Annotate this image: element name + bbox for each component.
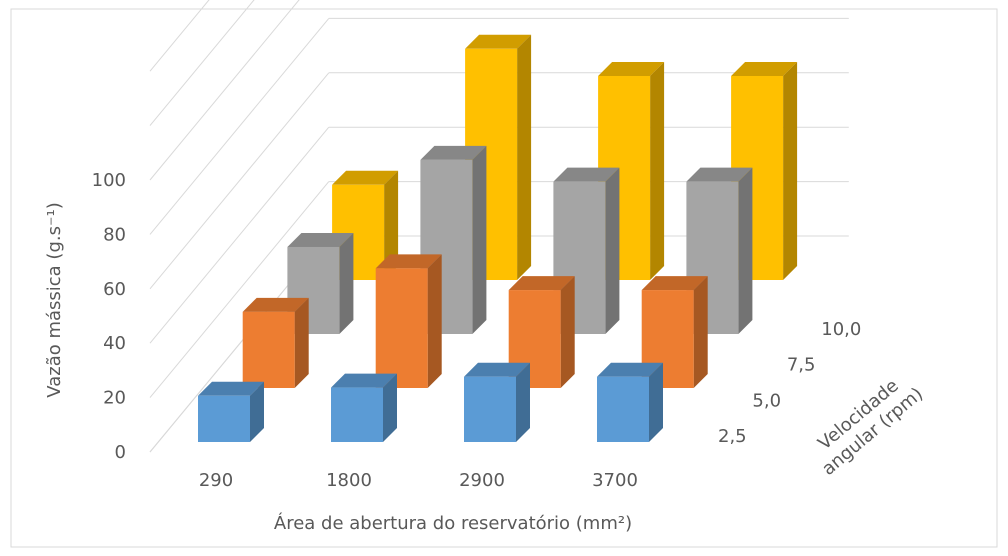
y-tick-label: 100 bbox=[92, 170, 126, 191]
bar-top-face bbox=[375, 254, 442, 269]
bar-side-face bbox=[693, 276, 708, 388]
bar-front-face bbox=[331, 387, 383, 442]
y-tick-label: 20 bbox=[103, 388, 126, 409]
side-gridline bbox=[149, 0, 255, 126]
bar bbox=[464, 362, 530, 442]
bar-top-face bbox=[287, 232, 354, 247]
bar bbox=[465, 34, 532, 280]
bar-top-face bbox=[420, 145, 487, 160]
bar-top-face bbox=[641, 276, 708, 291]
bar-side-face bbox=[294, 297, 309, 388]
bar-side-face bbox=[516, 362, 530, 442]
depth-tick-label: 7,5 bbox=[787, 355, 816, 376]
bar-side-face bbox=[738, 167, 753, 334]
bar-side-face bbox=[339, 232, 354, 334]
bar-top-face bbox=[508, 276, 575, 291]
bar-top-face bbox=[553, 167, 620, 182]
bar-side-face bbox=[649, 362, 663, 442]
bar-side-face bbox=[472, 145, 487, 334]
depth-tick-label: 5,0 bbox=[752, 390, 781, 411]
bar bbox=[242, 297, 309, 388]
bar bbox=[375, 254, 442, 388]
bar bbox=[198, 381, 264, 442]
y-axis-title: Vazão mássica (g.s⁻¹) bbox=[44, 202, 65, 397]
bar bbox=[332, 170, 399, 280]
bar-top-face bbox=[598, 62, 665, 76]
bar-side-face bbox=[250, 381, 264, 442]
x-tick-label: 2900 bbox=[459, 470, 505, 491]
side-gridline bbox=[149, 0, 300, 181]
y-tick-label: 0 bbox=[115, 442, 126, 463]
bar-front-face bbox=[597, 376, 649, 442]
bar-top-face bbox=[332, 170, 399, 185]
side-gridline bbox=[149, 18, 330, 235]
bar bbox=[420, 145, 487, 334]
side-gridline bbox=[149, 126, 330, 344]
bar-side-face bbox=[384, 170, 399, 280]
x-tick-label: 3700 bbox=[592, 470, 638, 491]
bar bbox=[331, 373, 397, 442]
bar-side-face bbox=[560, 276, 575, 388]
bar-side-face bbox=[427, 254, 442, 388]
x-axis-title: Área de abertura do reservatório (mm²) bbox=[274, 512, 632, 534]
bar bbox=[287, 232, 354, 334]
side-gridline bbox=[149, 0, 210, 72]
bar-side-face bbox=[605, 167, 620, 334]
bar-top-face bbox=[242, 297, 309, 312]
bar-top-face bbox=[464, 362, 530, 377]
bar bbox=[597, 362, 663, 442]
x-tick-labels: 290 1800 2900 3700 bbox=[199, 470, 638, 491]
bar-top-face bbox=[731, 62, 798, 76]
bar-front-face bbox=[198, 395, 250, 442]
bar-top-face bbox=[597, 362, 663, 377]
y-tick-label: 80 bbox=[103, 224, 126, 245]
bars bbox=[198, 34, 798, 442]
y-tick-label: 40 bbox=[103, 333, 126, 354]
bar-top-face bbox=[331, 373, 397, 388]
bar-side-face bbox=[783, 62, 798, 280]
bar-top-face bbox=[198, 381, 264, 396]
bar bbox=[686, 167, 753, 334]
x-tick-label: 290 bbox=[199, 470, 233, 491]
y-tick-labels: 0 20 40 60 80 100 bbox=[92, 170, 126, 463]
bar-side-face bbox=[383, 373, 397, 442]
bar-side-face bbox=[517, 34, 532, 280]
bar-front-face bbox=[375, 268, 428, 388]
depth-tick-label: 10,0 bbox=[821, 319, 861, 340]
bar-top-face bbox=[686, 167, 753, 182]
bar-front-face bbox=[242, 311, 295, 388]
bar-front-face bbox=[464, 376, 516, 442]
bar bbox=[553, 167, 620, 334]
bar-top-face bbox=[465, 34, 532, 49]
bar-side-face bbox=[650, 62, 665, 280]
side-gridline bbox=[149, 72, 330, 290]
side-gridline bbox=[149, 181, 330, 398]
depth-tick-labels: 2,55,0 7,510,0 bbox=[718, 319, 861, 447]
bar bbox=[731, 62, 798, 280]
x-tick-label: 1800 bbox=[326, 470, 372, 491]
bar bbox=[641, 276, 708, 388]
y-tick-label: 60 bbox=[103, 279, 126, 300]
depth-tick-label: 2,5 bbox=[718, 426, 747, 447]
